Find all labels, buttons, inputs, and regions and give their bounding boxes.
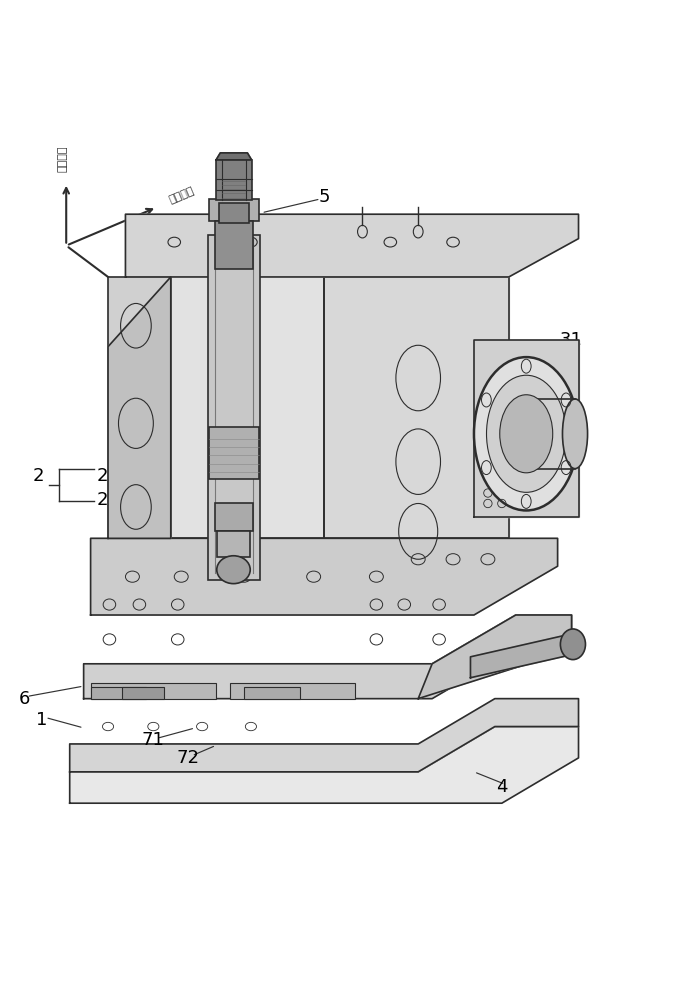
Text: 4: 4 [496, 778, 507, 796]
Text: 6: 6 [19, 690, 30, 708]
Bar [219, 203, 249, 223]
Ellipse shape [562, 399, 588, 469]
Text: 71: 71 [142, 731, 164, 749]
Ellipse shape [487, 375, 566, 492]
Bar [208, 235, 260, 580]
Text: 31: 31 [560, 331, 583, 349]
Bar [209, 199, 259, 221]
Polygon shape [324, 277, 509, 538]
Text: 第一方向: 第一方向 [167, 186, 196, 205]
Text: 2: 2 [33, 467, 44, 485]
Text: 第二方向: 第二方向 [146, 299, 174, 322]
Text: 1: 1 [36, 711, 47, 729]
Polygon shape [108, 277, 171, 538]
Bar [216, 160, 252, 200]
Polygon shape [108, 277, 171, 538]
Text: 21: 21 [97, 491, 119, 509]
Bar [122, 687, 164, 699]
Ellipse shape [560, 629, 585, 660]
Polygon shape [474, 340, 579, 517]
Polygon shape [91, 538, 558, 615]
Bar [244, 687, 300, 699]
Bar [217, 531, 250, 557]
Ellipse shape [217, 556, 250, 584]
Text: 41: 41 [491, 533, 513, 551]
Text: 72: 72 [177, 749, 199, 767]
Text: 5: 5 [319, 188, 330, 206]
Bar [215, 221, 253, 269]
Bar [227, 528, 240, 580]
Polygon shape [216, 153, 252, 160]
Bar [209, 427, 259, 479]
Text: 回轉三销: 回轉三销 [58, 146, 68, 172]
Text: 221: 221 [310, 428, 345, 446]
Text: 231: 231 [129, 400, 164, 418]
Polygon shape [418, 615, 572, 699]
Text: 51: 51 [316, 491, 339, 509]
Polygon shape [125, 214, 579, 277]
Ellipse shape [500, 395, 553, 473]
Ellipse shape [474, 357, 579, 510]
Text: 22: 22 [97, 467, 119, 485]
Polygon shape [470, 634, 572, 678]
Bar [230, 683, 355, 699]
Polygon shape [70, 699, 579, 772]
Bar [91, 683, 216, 699]
Polygon shape [70, 727, 579, 803]
Bar [215, 503, 253, 531]
Text: 23: 23 [111, 439, 133, 457]
Polygon shape [84, 615, 572, 699]
Text: 3: 3 [496, 491, 507, 509]
Bar [91, 687, 146, 699]
Polygon shape [171, 263, 324, 538]
